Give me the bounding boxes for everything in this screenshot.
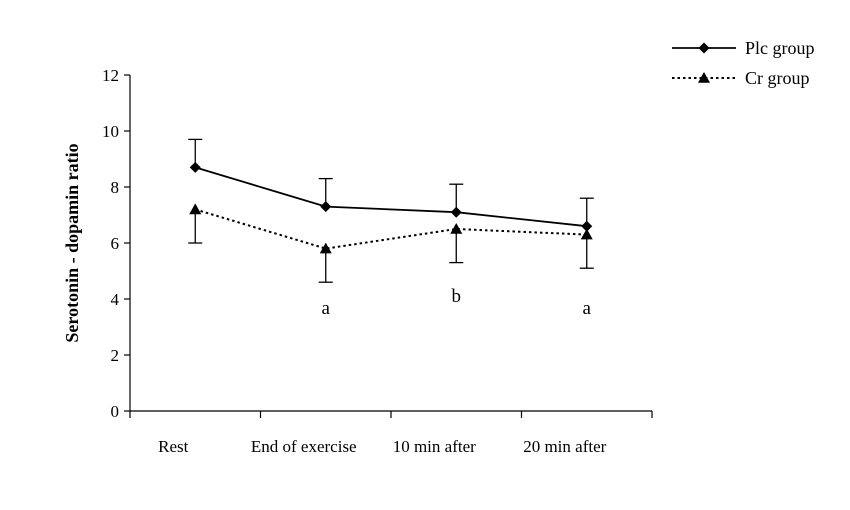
series-line-cr: [194, 208, 587, 250]
legend-label: Plc group: [745, 38, 815, 58]
data-point: [450, 206, 462, 218]
x-tick-label: Rest: [158, 437, 189, 456]
series-line-plc: [194, 166, 587, 228]
legend-marker: [698, 42, 710, 54]
y-tick-label: 10: [102, 122, 119, 141]
significance-label: b: [452, 286, 462, 307]
y-tick-label: 0: [111, 402, 120, 421]
axes: 0 2 4 6 8 10 12 Rest End of exercise 10 min after…: [102, 66, 653, 456]
y-axis-label: Serotonin - dopamin ratio: [62, 143, 82, 342]
data-point: [450, 223, 463, 234]
series-lines: [189, 161, 593, 254]
legend: Plc group Cr group: [672, 38, 815, 88]
x-tick-label: 20 min after: [523, 437, 606, 456]
data-point: [189, 203, 202, 215]
legend-label: Cr group: [745, 68, 810, 88]
y-tick-label: 6: [111, 234, 120, 253]
y-tick-label: 4: [111, 290, 120, 309]
x-tick-label: End of exercise: [251, 437, 357, 456]
data-point: [189, 161, 201, 173]
data-point: [580, 228, 593, 240]
legend-marker: [698, 72, 710, 83]
annotations: aba: [322, 286, 592, 319]
y-tick-label: 2: [111, 346, 120, 365]
error-bars: [188, 138, 594, 283]
y-tick-label: 12: [102, 66, 119, 85]
data-point: [319, 242, 332, 254]
data-point: [581, 220, 593, 232]
x-tick-label: 10 min after: [393, 437, 476, 456]
data-point: [320, 201, 332, 213]
significance-label: a: [322, 298, 331, 319]
significance-label: a: [583, 298, 592, 319]
y-tick-label: 8: [111, 178, 120, 197]
